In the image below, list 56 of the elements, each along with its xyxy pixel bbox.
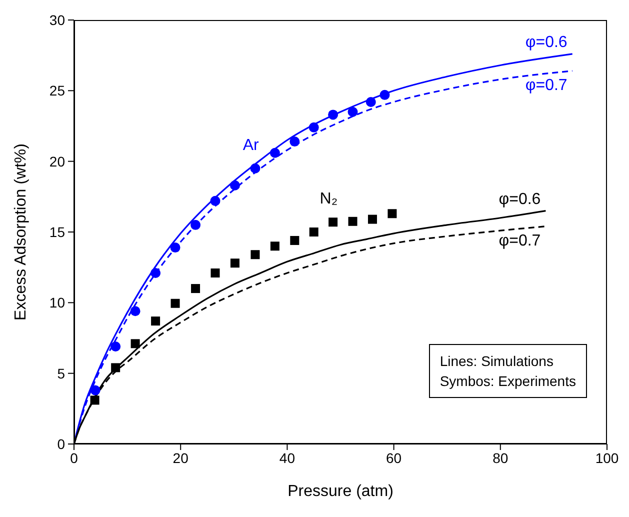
point xyxy=(210,268,220,278)
point xyxy=(90,385,100,396)
point xyxy=(348,106,358,117)
y-tick-label: 20 xyxy=(49,153,66,170)
y-axis-title: Excess Adsorption (wt%) xyxy=(12,144,30,320)
x-axis-title: Pressure (atm) xyxy=(288,483,394,500)
point xyxy=(380,90,390,100)
x-tick-label: 60 xyxy=(386,450,402,466)
y-tick-label: 30 xyxy=(49,12,66,28)
point xyxy=(90,396,100,405)
annotation: Symbos: Experiments xyxy=(440,372,576,391)
point xyxy=(210,196,220,206)
point xyxy=(328,218,338,227)
point xyxy=(250,163,260,174)
point xyxy=(388,209,397,218)
point xyxy=(368,214,377,224)
series-label: φ=0.6 xyxy=(525,34,568,51)
point xyxy=(151,316,160,326)
point xyxy=(230,258,240,268)
y-tick-label: 0 xyxy=(57,436,66,452)
point xyxy=(130,306,140,316)
point xyxy=(170,298,180,308)
point xyxy=(130,339,140,348)
series-label: Ar xyxy=(242,137,260,154)
point xyxy=(111,363,120,372)
x-tick-label: 0 xyxy=(70,450,78,466)
annotation: Lines: Simulations xyxy=(440,352,554,371)
point xyxy=(366,96,376,107)
point xyxy=(348,216,358,226)
point xyxy=(230,180,240,190)
point xyxy=(150,268,161,278)
note-box: Lines: Simulations Symbos: Experiments xyxy=(428,344,587,398)
point xyxy=(328,110,338,120)
point xyxy=(190,220,201,230)
point xyxy=(191,284,200,294)
x-tick-label: 20 xyxy=(172,450,189,466)
point xyxy=(270,242,280,251)
point xyxy=(309,228,318,236)
series-label: φ=0.6 xyxy=(498,190,541,208)
series-label: φ=0.7 xyxy=(525,76,568,94)
series-label: N₂ xyxy=(320,190,338,208)
point xyxy=(250,250,260,260)
point xyxy=(170,242,180,253)
point xyxy=(270,148,280,158)
x-tick-label: 40 xyxy=(279,450,296,466)
point xyxy=(110,341,121,352)
y-tick-label: 25 xyxy=(49,82,66,99)
y-tick-label: 5 xyxy=(57,365,66,382)
x-tick-label: 80 xyxy=(492,450,508,466)
series-label: φ=0.7 xyxy=(498,232,541,250)
point xyxy=(290,136,300,147)
y-tick-label: 10 xyxy=(49,294,66,311)
x-tick-label: 100 xyxy=(595,450,619,466)
y-tick-label: 15 xyxy=(49,224,66,240)
point xyxy=(290,236,300,245)
point xyxy=(308,122,319,132)
